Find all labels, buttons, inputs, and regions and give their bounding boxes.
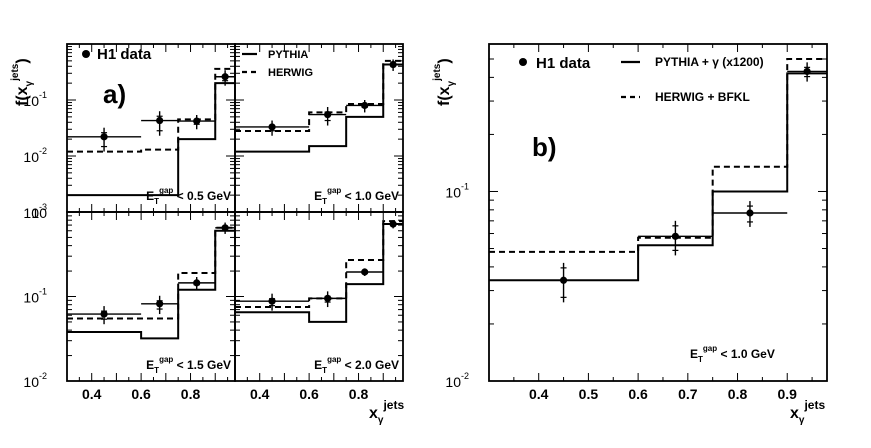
legend-label: H1 data	[97, 46, 152, 63]
herwig-step-line	[235, 220, 403, 309]
legend-marker-h1	[519, 58, 527, 66]
x-tick-label: 0.9	[778, 386, 798, 402]
plot-frame	[234, 43, 404, 213]
data-point	[156, 116, 164, 125]
x-tick-label: 0.8	[728, 386, 748, 402]
panel-label: a)	[103, 79, 126, 109]
x-tick-label: 0.6	[299, 386, 319, 402]
panel-a-bottom-left: 10 10-1 10-2 0.4 0.6 0.8 ETgap < 1.5 GeV	[23, 205, 236, 402]
plot-frame	[488, 43, 828, 382]
cut-label: ETgap < 1.5 GeV	[146, 355, 231, 375]
y-tick-label: 10-1	[445, 181, 469, 200]
data-point	[671, 232, 679, 240]
panel-a-bottom-right: 0.4 0.6 0.8 ETgap < 2.0 GeV xγjets	[234, 211, 404, 426]
x-tick-label: 0.6	[628, 386, 648, 402]
herwig-step-line	[67, 67, 235, 153]
y-tick-label: 10-2	[23, 146, 47, 165]
data-point	[389, 60, 397, 69]
x-tick-label: 0.5	[579, 386, 599, 402]
data-point	[559, 276, 568, 284]
x-tick-label: 0.4	[529, 386, 549, 402]
herwig-step-line	[67, 226, 235, 320]
y-tick-label: 10-2	[445, 371, 469, 390]
data-point	[361, 101, 369, 110]
legend-label: HERWIG + BFKL	[655, 90, 750, 104]
x-tick-label: 0.4	[82, 386, 102, 402]
pythia-step-line	[67, 82, 235, 197]
panel-label: b)	[532, 132, 557, 162]
herwig-step-line	[235, 59, 403, 132]
plot-frame	[66, 211, 236, 382]
y-tick-label: 10	[31, 205, 47, 221]
pythia-step-line	[67, 229, 235, 340]
data-point	[193, 279, 201, 287]
cut-label: ETgap < 1.0 GeV	[314, 186, 399, 206]
data-point	[361, 268, 369, 276]
panel-b: 10-1 10-2 0.4 0.5 0.6 0.7 0.8 0.9 ETgap < 1.0 Ge…	[432, 43, 828, 426]
data-point	[156, 300, 164, 308]
data-point	[324, 294, 332, 302]
x-tick-label: 0.7	[678, 386, 698, 402]
x-tick-label: 0.8	[349, 386, 369, 402]
cut-label: ETgap < 1.0 GeV	[690, 344, 775, 364]
data-point	[746, 209, 754, 217]
data-point	[100, 310, 108, 318]
legend-label: HERWIG	[268, 67, 313, 79]
legend-marker-h1	[82, 50, 90, 58]
data-point	[221, 224, 229, 232]
panel-a-top-right: ETgap < 1.0 GeV PYTHIA HERWIG	[234, 43, 404, 213]
pythia-step-line	[489, 72, 827, 282]
x-axis-title: xγjets	[790, 398, 825, 426]
legend-label: PYTHIA	[268, 49, 308, 61]
pythia-step-line	[235, 63, 403, 153]
legend-label: H1 data	[536, 55, 591, 72]
plot-frame	[66, 43, 236, 213]
legend-label: PYTHIA + γ (x1200)	[655, 55, 764, 69]
x-tick-label: 0.4	[250, 386, 270, 402]
data-point	[324, 110, 332, 119]
y-axis-title: f(xγjets)	[432, 58, 457, 106]
data-point	[100, 133, 108, 141]
y-tick-label: 10-2	[23, 371, 47, 390]
cut-label: ETgap < 2.0 GeV	[314, 355, 399, 375]
data-point	[803, 67, 811, 76]
herwig-step-line	[489, 58, 827, 253]
y-tick-label: 10-1	[23, 287, 47, 306]
data-point	[268, 297, 276, 305]
x-tick-label: 0.6	[131, 386, 151, 402]
data-point	[221, 73, 229, 81]
data-point	[268, 123, 276, 131]
data-point	[193, 117, 201, 125]
x-axis-title: xγjets	[369, 398, 404, 426]
data-point	[389, 220, 397, 228]
x-tick-label: 0.8	[181, 386, 201, 402]
plot-frame	[234, 211, 404, 382]
